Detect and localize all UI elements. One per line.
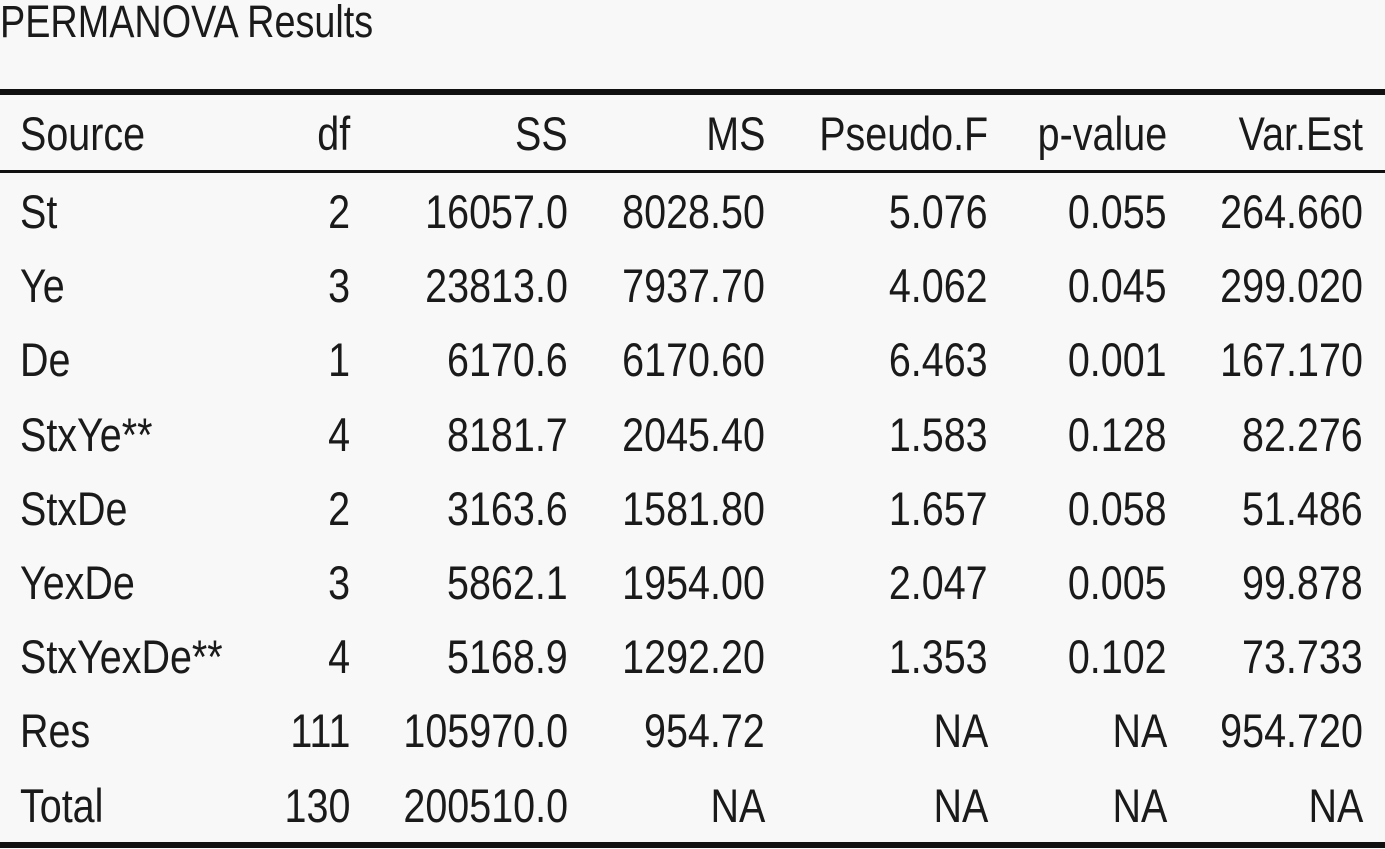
table-cell: 2: [328, 185, 350, 238]
header-rule: [0, 170, 1385, 173]
row-label: YexDe: [20, 556, 135, 609]
row-label: StxYexDe**: [20, 630, 223, 684]
table-cell: 0.055: [1068, 185, 1167, 238]
table-cell: 6170.6: [447, 333, 568, 387]
table-cell: 2: [328, 481, 350, 535]
table-cell: 6.463: [889, 333, 988, 387]
table-cell: NA: [933, 704, 988, 758]
table-cell: 130: [284, 778, 350, 832]
table-cell: 264.660: [1220, 185, 1363, 238]
row-label: StxDe: [20, 481, 128, 535]
row-label: Res: [20, 704, 91, 758]
title: PERMANOVA Results: [0, 0, 374, 47]
table-cell: 8181.7: [447, 407, 568, 461]
table-cell: 0.102: [1068, 630, 1167, 684]
table-cell: 0.058: [1068, 481, 1167, 535]
table-cell: 7937.70: [622, 259, 765, 313]
table-cell: 4.062: [889, 259, 988, 313]
table-cell: 5168.9: [447, 630, 568, 684]
row-label: Total: [20, 778, 104, 832]
table-cell: 23813.0: [425, 259, 568, 313]
table-cell: NA: [933, 778, 988, 832]
bottom-rule: [0, 842, 1385, 848]
table-cell: 299.020: [1220, 259, 1363, 313]
table-cell: 2.047: [889, 556, 988, 609]
table-cell: 51.486: [1242, 481, 1363, 535]
table-cell: 954.72: [644, 704, 765, 758]
header-cell: MS: [705, 107, 765, 160]
table-cell: 82.276: [1242, 407, 1363, 461]
table-cell: 73.733: [1242, 630, 1363, 684]
table-cell: NA: [710, 778, 765, 832]
table-cell: 1: [328, 333, 350, 387]
table-cell: 0.005: [1068, 556, 1167, 609]
row-label: De: [20, 333, 71, 387]
table-cell: NA: [1112, 704, 1167, 758]
table-cell: 167.170: [1220, 333, 1363, 387]
header-cell: Source: [20, 107, 146, 160]
table-cell: 0.045: [1068, 259, 1167, 313]
table-cell: 954.720: [1220, 704, 1363, 758]
table-cell: 1.583: [889, 407, 988, 461]
table-cell: 2045.40: [622, 407, 765, 461]
row-label: Ye: [20, 259, 65, 313]
table-cell: 3163.6: [447, 481, 568, 535]
table-cell: 200510.0: [403, 778, 568, 832]
table-cell: 1954.00: [622, 556, 765, 609]
table-cell: 1.353: [889, 630, 988, 684]
header-cell: Var.Est: [1238, 107, 1363, 160]
table-cell: 105970.0: [403, 704, 568, 758]
table-cell: 6170.60: [622, 333, 765, 387]
table-cell: 1581.80: [622, 481, 765, 535]
row-label: StxYe**: [20, 407, 153, 461]
header-cell: SS: [515, 107, 568, 160]
header-cell: df: [317, 107, 350, 160]
table-cell: 8028.50: [622, 185, 765, 238]
table-cell: 99.878: [1242, 556, 1363, 609]
table-cell: 0.001: [1068, 333, 1167, 387]
table-cell: 4: [328, 630, 350, 684]
table-cell: NA: [1308, 778, 1363, 832]
table-cell: 111: [289, 704, 350, 758]
row-label: St: [20, 185, 58, 238]
table-cell: NA: [1112, 778, 1167, 832]
table-cell: 3: [328, 556, 350, 609]
table-cell: 5.076: [889, 185, 988, 238]
table-cell: 5862.1: [447, 556, 568, 609]
top-rule: [0, 89, 1385, 95]
header-cell: Pseudo.F: [819, 107, 988, 160]
table-cell: 16057.0: [425, 185, 568, 238]
header-cell: p-value: [1037, 107, 1167, 160]
table-cell: 1.657: [889, 481, 988, 535]
table-cell: 3: [328, 259, 350, 313]
table-cell: 4: [328, 407, 350, 461]
table-cell: 1292.20: [622, 630, 765, 684]
table-cell: 0.128: [1068, 407, 1167, 461]
